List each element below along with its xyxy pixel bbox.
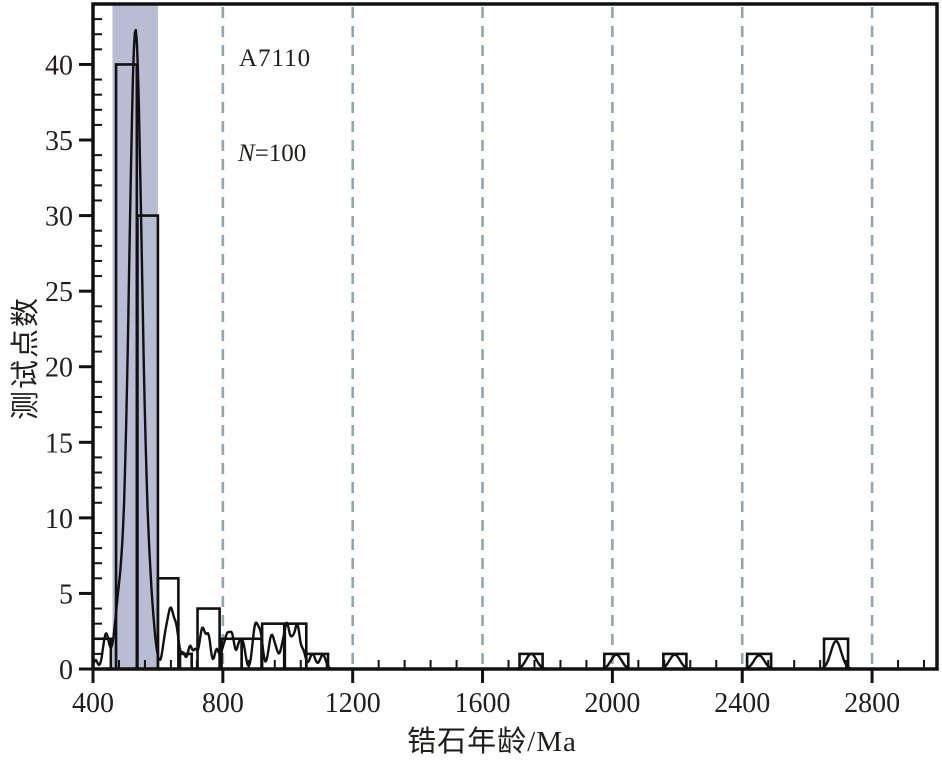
n-variable: N	[238, 140, 255, 167]
x-tick-label: 2400	[714, 688, 770, 719]
x-tick-label: 1200	[325, 688, 381, 719]
sample-id-label: A7110	[239, 45, 312, 72]
x-tick-label: 2000	[584, 688, 640, 719]
x-tick-label: 800	[202, 688, 244, 719]
histogram-bar	[662, 652, 688, 671]
y-tick-label: 10	[45, 504, 73, 535]
n-value: =100	[254, 140, 307, 167]
kde-curve	[91, 28, 937, 671]
y-tick-label: 35	[45, 126, 73, 157]
y-axis-title: 测试点数	[10, 295, 42, 421]
x-tick-label: 2800	[844, 688, 900, 719]
y-tick-label: 40	[45, 50, 73, 81]
sample-count-label: N=100	[238, 140, 306, 168]
y-tick-label: 15	[45, 428, 73, 459]
histogram-bar	[822, 637, 850, 671]
y-tick-label: 30	[45, 202, 73, 233]
y-tick-label: 25	[45, 277, 73, 308]
y-tick-label: 20	[45, 353, 73, 384]
x-tick-label: 1600	[455, 688, 511, 719]
plot-frame	[91, 2, 939, 671]
histogram-bar	[518, 652, 544, 671]
x-axis-title: 锆石年龄/Ma	[407, 726, 577, 758]
y-tick-label: 5	[59, 579, 73, 610]
y-tick-label: 0	[59, 655, 73, 686]
x-tick-label: 400	[72, 688, 114, 719]
